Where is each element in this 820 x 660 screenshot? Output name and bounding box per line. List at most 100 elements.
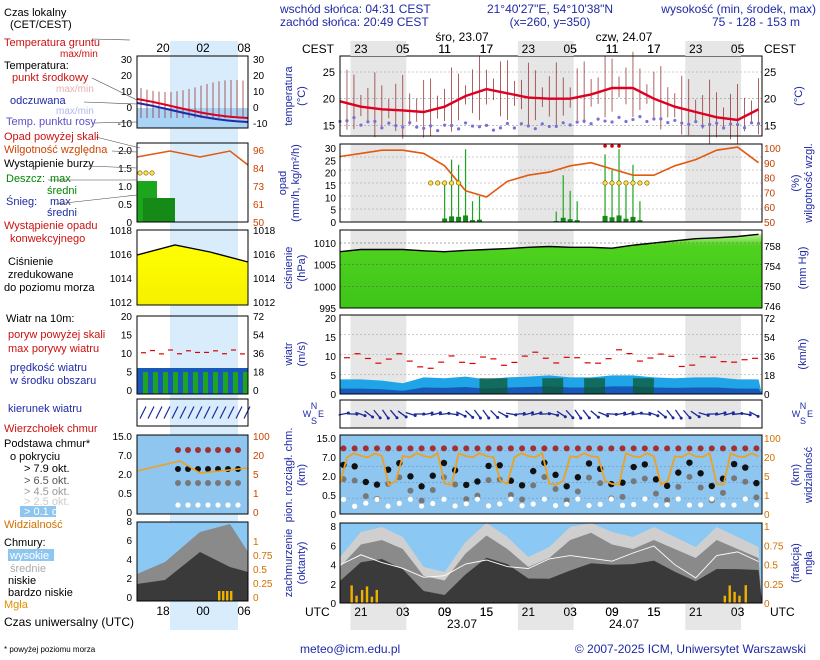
wind-arrow bbox=[598, 411, 608, 417]
axis-tick-left: 0 bbox=[330, 218, 336, 229]
wind-arrow-head bbox=[579, 416, 583, 420]
cloud-base-dot-high bbox=[586, 445, 593, 452]
wind-arrow-head bbox=[679, 416, 683, 420]
storm-marker bbox=[644, 180, 650, 186]
legend-leader-line bbox=[95, 136, 141, 149]
legend-press-tick-left: 1014 bbox=[110, 274, 133, 285]
fog-bar bbox=[375, 589, 378, 603]
cloud-base-dot-high bbox=[675, 445, 682, 452]
wind-arrow bbox=[482, 409, 490, 419]
cloud-base-dot-high bbox=[574, 445, 581, 452]
cloud-base-dot-79 bbox=[384, 466, 392, 473]
wind-axis-unit: (m/s) bbox=[296, 341, 308, 366]
dew-point-dot bbox=[582, 119, 586, 123]
night-band bbox=[685, 56, 742, 136]
axis-tick-left: 7.0 bbox=[322, 453, 336, 464]
cloud-base-dot-45 bbox=[586, 474, 593, 481]
wind-arrow-head bbox=[688, 416, 692, 420]
axis-tick-right: 0.25 bbox=[764, 580, 784, 591]
cloud-base-dot-79 bbox=[663, 482, 671, 490]
legend-wind-patch bbox=[193, 372, 198, 394]
axis-tick-right: 5 bbox=[764, 472, 770, 483]
compass-n: N bbox=[311, 401, 318, 411]
cloud-base-dot-79 bbox=[652, 476, 660, 483]
utc-tick-label: 15 bbox=[647, 605, 661, 619]
legend-leader-line bbox=[91, 38, 131, 41]
rain-mid-bar bbox=[574, 220, 580, 222]
cloud-base-dot-high bbox=[507, 445, 514, 452]
legend-precip-tick: 0.5 bbox=[118, 200, 132, 211]
legend-storm-marker bbox=[143, 170, 149, 176]
wind-arrow-head bbox=[623, 411, 627, 415]
cloud-base-dot-01 bbox=[441, 496, 447, 502]
wind-arrow-head bbox=[556, 413, 560, 417]
compass-s: S bbox=[311, 416, 317, 426]
cloud-base-dot-45 bbox=[574, 488, 581, 495]
legend-vis-tick: 0 bbox=[253, 508, 259, 519]
cloud-base-dot-79 bbox=[496, 462, 503, 469]
wind-arrow bbox=[547, 412, 558, 416]
legend-storm: Wystąpienie burzy bbox=[4, 158, 94, 170]
legend-cloud-low bbox=[137, 552, 248, 601]
grid-text: (x=260, y=350) bbox=[510, 15, 591, 29]
cloud-base-dot-high bbox=[407, 445, 414, 452]
cest-tick-label: 05 bbox=[731, 42, 745, 56]
axis-tick-right: 60 bbox=[764, 203, 776, 214]
dew-point-dot bbox=[742, 126, 747, 130]
compass-e: E bbox=[318, 409, 324, 419]
night-band-top bbox=[517, 41, 574, 56]
legend-temp-tick-right: 0 bbox=[253, 103, 259, 114]
legend-high: wysokie bbox=[9, 550, 49, 562]
wind-arrow-head bbox=[587, 416, 591, 420]
dew-point-dot bbox=[659, 117, 663, 121]
cloud-very-low-line bbox=[339, 545, 759, 579]
axis-tick-right: 0 bbox=[764, 510, 770, 521]
cloud-base-dot-45 bbox=[675, 483, 682, 490]
cloud-base-dot-high bbox=[641, 445, 648, 452]
dew-point-dot bbox=[408, 121, 412, 125]
cloud-base-dot-45 bbox=[742, 478, 749, 485]
legend-temp-tick-left: 10 bbox=[121, 87, 133, 98]
cloud-base-dot-01 bbox=[731, 502, 737, 508]
email-link[interactable]: meteo@icm.edu.pl bbox=[300, 642, 400, 656]
cloud-base-dot-45 bbox=[519, 496, 526, 503]
dew-point-dot bbox=[666, 120, 670, 125]
wind-calm-patch bbox=[632, 378, 654, 394]
legend-temp-tick-right: -10 bbox=[253, 119, 268, 130]
wind-arrow bbox=[373, 409, 381, 419]
cloud-base-dot-79 bbox=[474, 478, 481, 485]
cloud-base-dot-45 bbox=[418, 497, 425, 504]
night-band-bottom bbox=[350, 604, 407, 630]
axis-tick-right: 50 bbox=[764, 218, 776, 229]
cest-tick-label: 11 bbox=[438, 42, 451, 56]
dew-point-dot bbox=[638, 114, 642, 119]
wind-arrow bbox=[623, 412, 634, 416]
dew-point-dot bbox=[463, 121, 468, 125]
axis-tick-left: 5 bbox=[330, 371, 336, 382]
cloud-base-dot-high bbox=[563, 445, 570, 452]
utc-tick-label: 09 bbox=[438, 605, 452, 619]
cloud-base-dot-01 bbox=[530, 501, 536, 507]
axis-tick-left: 20 bbox=[325, 169, 337, 180]
wind-arrow bbox=[666, 409, 674, 419]
dew-point-dot bbox=[701, 124, 705, 128]
dew-point-dot bbox=[680, 121, 684, 125]
dew-point-dot bbox=[429, 124, 433, 128]
legend-press-tick-right: 1014 bbox=[253, 274, 276, 285]
cloud-base-dot-01 bbox=[340, 496, 347, 503]
legend-humid-tick: 84 bbox=[253, 164, 265, 175]
cloud-base-dot-45 bbox=[552, 486, 559, 493]
legend-dew-point: Temp. punktu rosy bbox=[6, 116, 96, 128]
wind-arrow bbox=[614, 412, 625, 416]
legend-cb-dot-45 bbox=[215, 480, 221, 486]
cloud-base-dot-01 bbox=[352, 503, 358, 509]
wind-arrow-head bbox=[413, 413, 417, 417]
press-tick-left: 1000 bbox=[314, 282, 337, 293]
dew-point-dot bbox=[352, 115, 356, 120]
legend-press-tick-right: 1012 bbox=[253, 298, 276, 309]
cloud-base-dot-45 bbox=[753, 494, 760, 501]
wind-arrow-head bbox=[478, 416, 482, 420]
cb-axis-unit: (km) bbox=[296, 464, 308, 486]
wind-arrow bbox=[590, 410, 599, 418]
wind-arrow-head bbox=[596, 415, 600, 419]
